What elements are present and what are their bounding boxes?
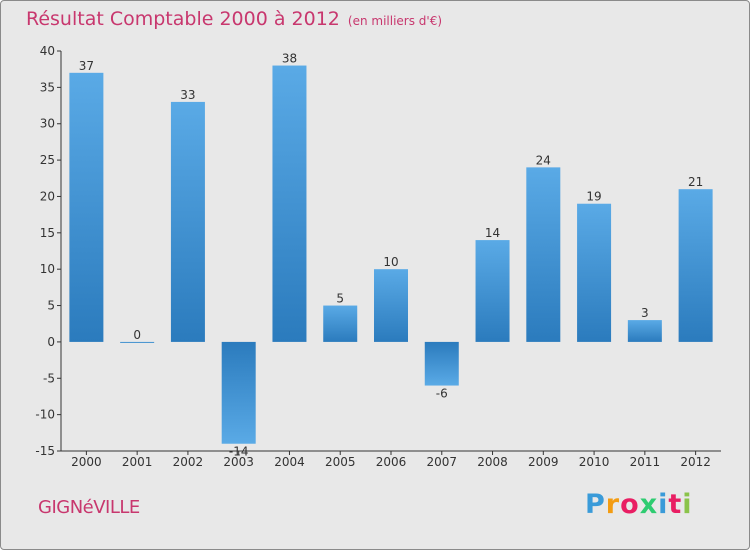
chart-title-text: Résultat Comptable 2000 à 2012 (26, 8, 340, 30)
bar-2011 (627, 320, 662, 342)
brand-letter: i (658, 489, 669, 520)
y-tick-label: 40 (40, 44, 55, 58)
chart-subtitle: (en milliers d'€) (347, 14, 443, 28)
bar-2009 (526, 167, 561, 342)
bar-2004 (272, 65, 307, 342)
x-tick-label: 2004 (274, 455, 305, 469)
y-tick-label: -15 (35, 444, 55, 458)
bar-2007 (424, 341, 459, 386)
brand-letter: P (585, 489, 606, 520)
bar-2002 (170, 101, 205, 342)
bar-2012 (678, 189, 713, 342)
data-label-2002: 33 (180, 88, 195, 102)
y-tick-label: 10 (40, 262, 55, 276)
data-label-2001: 0 (133, 328, 141, 342)
y-tick-label: 35 (40, 80, 55, 94)
x-tick-label: 2011 (630, 455, 661, 469)
brand-letter: i (682, 489, 693, 520)
bar-2006 (374, 269, 408, 342)
y-tick-label: 0 (47, 335, 55, 349)
x-tick-label: 2005 (325, 455, 356, 469)
data-label-2004: 38 (282, 52, 297, 66)
x-tick-label: 2010 (579, 455, 610, 469)
x-tick-label: 2009 (528, 455, 559, 469)
bar-2005 (323, 305, 358, 342)
brand-letter: r (605, 489, 621, 520)
x-tick-label: 2008 (477, 455, 508, 469)
bar-2000 (69, 72, 104, 342)
bar-2003 (221, 341, 256, 444)
x-tick-label: 2000 (71, 455, 102, 469)
x-tick-label: 2003 (223, 455, 254, 469)
y-tick-label: 20 (40, 189, 55, 203)
chart-title: Résultat Comptable 2000 à 2012 (en millie… (26, 8, 442, 30)
data-label-2005: 5 (336, 292, 344, 306)
data-label-2007: -6 (436, 387, 448, 401)
y-tick-label: -10 (35, 408, 55, 422)
bar-2008 (475, 240, 510, 342)
x-tick-label: 2002 (173, 455, 204, 469)
data-label-2011: 3 (641, 306, 649, 320)
brand-letter: x (639, 489, 659, 520)
bar-2010 (577, 203, 612, 342)
y-tick-label: 5 (47, 299, 55, 313)
y-tick-label: 30 (40, 117, 55, 131)
x-tick-label: 2006 (376, 455, 407, 469)
data-label-2010: 19 (586, 190, 601, 204)
data-label-2003: -14 (229, 445, 249, 459)
bar-2001 (120, 341, 155, 343)
data-label-2012: 21 (688, 175, 703, 189)
x-tick-label: 2007 (426, 455, 457, 469)
y-tick-label: 25 (40, 153, 55, 167)
y-tick-label: 15 (40, 226, 55, 240)
town-name: GIGNéVILLE (38, 497, 140, 518)
data-label-2000: 37 (79, 59, 94, 73)
data-label-2006: 10 (383, 255, 398, 269)
y-tick-label: -5 (43, 371, 55, 385)
brand-letter: t (668, 489, 683, 520)
data-label-2009: 24 (536, 153, 551, 167)
brand-letter: o (620, 489, 640, 520)
x-tick-label: 2001 (122, 455, 153, 469)
x-tick-label: 2012 (680, 455, 711, 469)
data-label-2008: 14 (485, 226, 500, 240)
proxiti-logo: Proxiti (585, 489, 693, 520)
